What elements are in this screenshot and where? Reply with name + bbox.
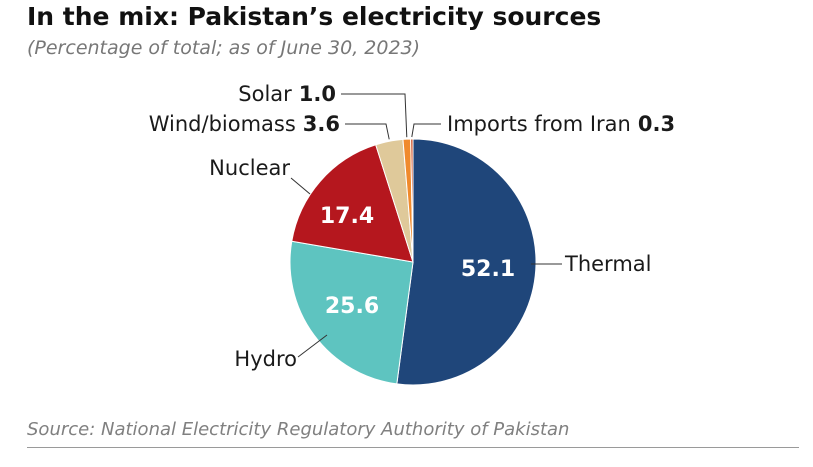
chart-subtitle: (Percentage of total; as of June 30, 202… — [27, 37, 421, 59]
pie-slice-nuclear — [291, 144, 414, 263]
pie-slice-hydro — [289, 240, 414, 385]
slice-value-thermal: 52.1 — [461, 257, 515, 282]
wind-biomass-value: 3.6 — [303, 112, 340, 136]
pie-chart: 52.1 25.6 17.4 Thermal Hydro Nuclear Win… — [149, 82, 675, 386]
leader-nuclear — [290, 177, 311, 195]
bottom-rule — [27, 447, 799, 448]
solar-name: Solar — [238, 82, 292, 106]
chart-title: In the mix: Pakistan’s electricity sourc… — [27, 2, 602, 31]
slice-label-solar: Solar 1.0 — [238, 82, 336, 106]
imports-iran-name: Imports from Iran — [447, 112, 631, 136]
solar-value: 1.0 — [299, 82, 336, 106]
imports-iran-value: 0.3 — [638, 112, 675, 136]
slice-label-nuclear: Nuclear — [209, 156, 290, 180]
leader-solar — [341, 93, 408, 138]
slice-label-wind-biomass: Wind/biomass 3.6 — [149, 112, 340, 136]
pie-slice-imports-from-iran — [410, 138, 414, 263]
slice-label-thermal: Thermal — [564, 252, 651, 276]
slice-label-imports-iran: Imports from Iran 0.3 — [447, 112, 675, 136]
slice-value-hydro: 25.6 — [325, 294, 379, 319]
leader-wind-biomass — [345, 123, 390, 140]
pie-slice-thermal — [396, 138, 537, 386]
leader-lines — [290, 93, 562, 358]
wind-biomass-name: Wind/biomass — [149, 112, 296, 136]
pie-slices — [289, 138, 537, 386]
chart-source: Source: National Electricity Regulatory … — [27, 419, 570, 440]
slice-label-hydro: Hydro — [234, 347, 297, 371]
leader-hydro — [297, 334, 328, 358]
leader-imports-iran — [411, 123, 441, 138]
slice-value-nuclear: 17.4 — [320, 204, 374, 229]
